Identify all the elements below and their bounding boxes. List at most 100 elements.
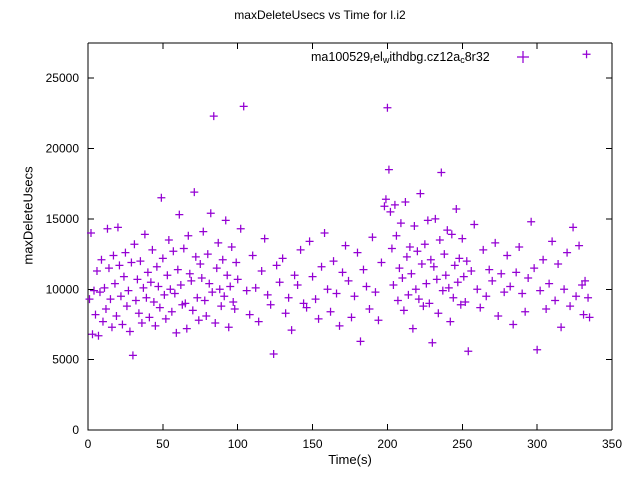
data-point [107,323,116,332]
data-point [444,283,453,292]
data-point [449,293,458,302]
data-point [386,207,395,216]
data-point [133,275,142,284]
data-point [185,269,194,278]
data-point [458,234,467,243]
data-point [122,302,131,311]
data-point [429,262,438,271]
data-point [197,274,206,283]
data-point [115,261,124,270]
data-point [452,205,461,214]
data-point [281,309,290,318]
data-point [410,221,419,230]
data-point [176,281,185,290]
data-point [380,202,389,211]
data-point [155,303,164,312]
data-point [456,300,465,309]
data-point [450,261,459,270]
data-point [106,295,115,304]
data-point [217,302,226,311]
data-point [494,312,503,321]
data-point [461,297,470,306]
data-point [121,248,130,257]
data-point [365,304,374,313]
data-point [92,266,101,275]
data-point [109,251,118,260]
data-point [341,241,350,250]
data-point [431,214,440,223]
data-point [251,283,260,292]
data-point [506,282,515,291]
data-point [118,320,127,329]
data-point [125,327,134,336]
x-tick-label: 150 [303,437,323,451]
chart-legend: ma100529relwithdbg.cz12ac8r32 [311,46,530,68]
data-point [368,233,377,242]
data-point [405,243,414,252]
data-point [245,310,254,319]
data-point [470,220,479,229]
data-point [124,286,133,295]
data-point [224,323,233,332]
data-point [151,321,160,330]
data-point [143,268,152,277]
data-point [566,302,575,311]
data-point [199,227,208,236]
data-point [533,345,542,354]
data-point [166,285,175,294]
data-point [314,314,323,323]
data-point [350,292,359,301]
data-point [98,317,107,326]
data-point [467,266,476,275]
data-point [205,279,214,288]
data-point [91,310,100,319]
data-point [401,198,410,207]
data-point [229,297,238,306]
x-axis-label: Time(s) [328,452,372,467]
data-point [536,286,545,295]
data-point [94,331,103,340]
y-axis-ticks: 0 5000 10000 15000 20000 25000 [46,71,612,437]
data-point [131,296,140,305]
data-point [554,259,563,268]
data-point [202,312,211,321]
data-point [200,296,209,305]
data-points [85,50,594,360]
data-point [128,351,137,360]
data-point [446,317,455,326]
data-point [139,283,148,292]
data-point [515,243,524,252]
data-point [317,262,326,271]
x-tick-label: 250 [452,437,472,451]
data-point [257,266,266,275]
data-point [142,293,151,302]
data-point [218,255,227,264]
data-point [512,268,521,277]
data-point [347,313,356,322]
data-point [518,289,527,298]
x-tick-label: 50 [156,437,170,451]
data-point [226,282,235,291]
data-point [582,50,591,59]
data-point [521,307,530,316]
data-point [223,271,232,280]
y-tick-label: 0 [72,423,79,437]
data-point [425,299,434,308]
data-point [359,265,368,274]
data-point [479,245,488,254]
data-point [152,262,161,271]
data-point [302,303,311,312]
data-point [396,219,405,228]
data-point [248,251,257,260]
data-point [190,188,199,197]
data-point [146,278,155,287]
data-point [134,309,143,318]
data-point [242,286,251,295]
data-point [113,223,122,232]
data-point [208,288,217,297]
data-point [422,279,431,288]
data-point [393,296,402,305]
data-point [157,193,166,202]
data-point [399,306,408,315]
x-axis-ticks: 0 50 100 150 200 250 300 350 [85,43,622,451]
